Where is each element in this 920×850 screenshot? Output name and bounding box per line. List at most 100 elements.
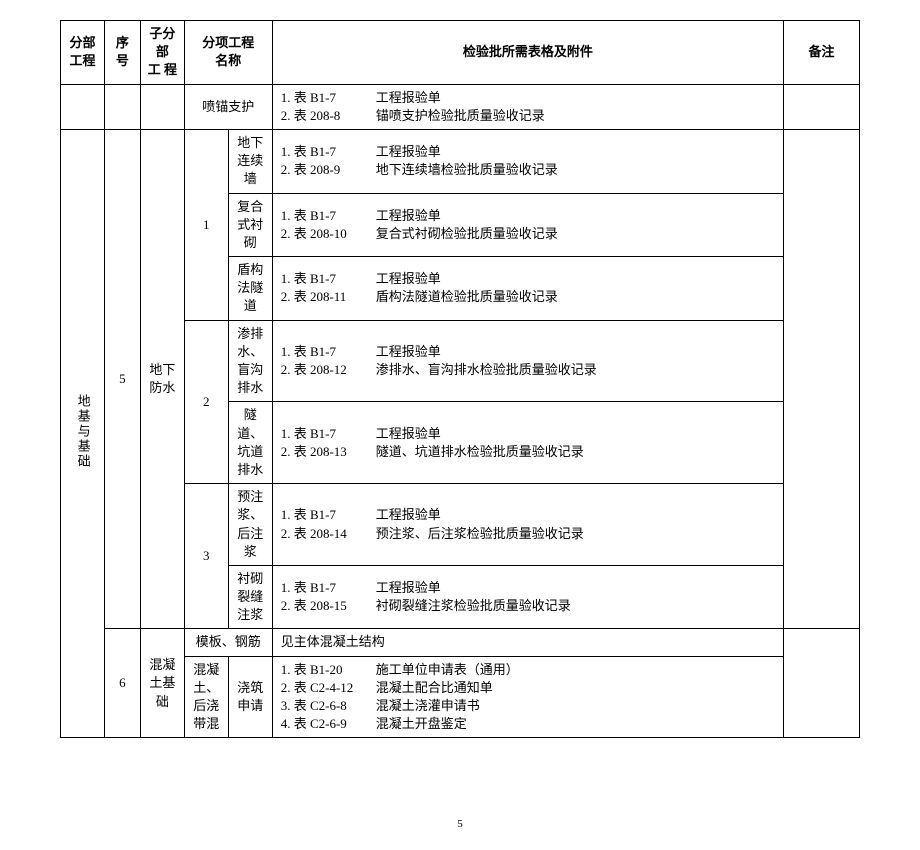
form-name: 衬砌裂缝注浆检验批质量验收记录 (376, 597, 777, 615)
form-name: 地下连续墙检验批质量验收记录 (376, 161, 777, 179)
form-name: 工程报验单 (376, 207, 777, 225)
form-name: 工程报验单 (376, 579, 777, 597)
form-name: 盾构法隧道检验批质量验收记录 (376, 288, 777, 306)
rMB-text: 见主体混凝土结构 (281, 634, 385, 649)
cell-fenxiang: 地下连续墙 (228, 129, 272, 193)
page-number-text: 5 (457, 818, 463, 830)
hdr-remark-text: 备注 (809, 44, 835, 59)
g3A-name: 预注浆、后注浆 (237, 489, 263, 559)
zfb5: 地下防水 (149, 362, 175, 395)
g1A-name: 地下连续墙 (237, 135, 263, 186)
hdr-forms: 检验批所需表格及附件 (272, 21, 783, 85)
seq5: 5 (119, 371, 126, 386)
form-name: 工程报验单 (376, 506, 777, 524)
table-row: 地基与基础 5 地下防水 1 地下连续墙 1. 表 B1-7工程报验单 2. 表… (61, 129, 860, 193)
g3-num: 3 (203, 548, 210, 563)
cell-fenbu-empty (61, 84, 105, 129)
form-name: 混凝土浇灌申请书 (376, 697, 777, 715)
cell-fenxiang: 盾构法隧道 (228, 257, 272, 321)
table-row: 6 混凝土基础 模板、钢筋 见主体混凝土结构 (61, 629, 860, 656)
form-name: 预注浆、后注浆检验批质量验收记录 (376, 525, 777, 543)
table-row: 喷锚支护 1. 表 B1-7工程报验单 2. 表 208-8锚喷支护检验批质量验… (61, 84, 860, 129)
cell-forms: 1. 表 B1-7工程报验单 2. 表 208-9地下连续墙检验批质量验收记录 (272, 129, 783, 193)
form-code: 1. 表 B1-7 (281, 143, 376, 161)
form-code: 1. 表 B1-20 (281, 661, 376, 679)
cell-fenxiang: 喷锚支护 (184, 84, 272, 129)
cell-subnum: 1 (184, 129, 228, 320)
form-name: 复合式衬砌检验批质量验收记录 (376, 225, 777, 243)
cell-forms: 1. 表 B1-7工程报验单 2. 表 208-8锚喷支护检验批质量验收记录 (272, 84, 783, 129)
form-name: 工程报验单 (376, 343, 777, 361)
cell-zifenbu: 地下防水 (140, 129, 184, 629)
form-name: 锚喷支护检验批质量验收记录 (376, 107, 777, 125)
cell-zifenbu-empty (140, 84, 184, 129)
form-name: 工程报验单 (376, 89, 777, 107)
form-code: 1. 表 B1-7 (281, 89, 376, 107)
fenbu-label: 地基与基础 (73, 394, 91, 469)
form-code: 2. 表 208-8 (281, 107, 376, 125)
g1-num: 1 (203, 217, 210, 232)
form-code: 1. 表 B1-7 (281, 207, 376, 225)
cell-forms: 1. 表 B1-7工程报验单 2. 表 208-14预注浆、后注浆检验批质量验收… (272, 484, 783, 566)
hdr-xuhao-text: 序号 (116, 35, 129, 68)
cell-remark (784, 629, 860, 738)
form-code: 4. 表 C2-6-9 (281, 715, 376, 733)
g2A-name: 渗排水、盲沟排水 (237, 326, 263, 396)
form-name: 混凝土配合比通知单 (376, 679, 777, 697)
zfb6: 混凝土基础 (149, 657, 175, 708)
cell-xuhao-empty (104, 84, 140, 129)
rHNT-name1: 混凝土、后浇带混 (193, 662, 219, 732)
form-name: 隧道、坑道排水检验批质量验收记录 (376, 443, 777, 461)
cell-forms: 见主体混凝土结构 (272, 629, 783, 656)
cell-xuhao: 6 (104, 629, 140, 738)
form-code: 2. 表 208-9 (281, 161, 376, 179)
form-code: 1. 表 B1-7 (281, 270, 376, 288)
hdr-xuhao: 序号 (104, 21, 140, 85)
form-name: 施工单位申请表（通用） (376, 661, 777, 679)
cell-fenxiang: 衬砌裂缝 注浆 (228, 565, 272, 629)
seq6: 6 (119, 675, 126, 690)
cell-forms: 1. 表 B1-7工程报验单 2. 表 208-12渗排水、盲沟排水检验批质量验… (272, 320, 783, 402)
form-name: 混凝土开盘鉴定 (376, 715, 777, 733)
form-name: 工程报验单 (376, 425, 777, 443)
inspection-table: 分部 工程 序号 子分部 工 程 分项工程 名称 检验批所需表格及附件 备注 喷… (60, 20, 860, 738)
g3B-name: 衬砌裂缝 注浆 (237, 571, 276, 622)
form-code: 2. 表 208-10 (281, 225, 376, 243)
cell-subnum: 2 (184, 320, 228, 484)
cell-fenxiang: 渗排水、盲沟排水 (228, 320, 272, 402)
cell-fenxiang: 隧道、坑道排水 (228, 402, 272, 484)
hdr-fenbu: 分部 工程 (61, 21, 105, 85)
hdr-forms-text: 检验批所需表格及附件 (463, 44, 593, 59)
cell-fenxiang-sub2: 浇筑申请 (228, 656, 272, 738)
rHNT-name2: 浇筑申请 (237, 680, 263, 713)
hdr-remark: 备注 (784, 21, 860, 85)
cell-fenxiang: 预注浆、后注浆 (228, 484, 272, 566)
hdr-fenxiang: 分项工程 名称 (184, 21, 272, 85)
hdr-zifenbu: 子分部 工 程 (140, 21, 184, 85)
g2B-name: 隧道、坑道排水 (237, 407, 263, 477)
cell-forms: 1. 表 B1-7工程报验单 2. 表 208-15衬砌裂缝注浆检验批质量验收记… (272, 565, 783, 629)
form-code: 2. 表 208-12 (281, 361, 376, 379)
form-code: 2. 表 208-13 (281, 443, 376, 461)
form-code: 2. 表 208-14 (281, 525, 376, 543)
g1B-name: 复合式衬砌 (237, 199, 263, 250)
cell-forms: 1. 表 B1-7工程报验单 2. 表 208-10复合式衬砌检验批质量验收记录 (272, 193, 783, 257)
form-code: 1. 表 B1-7 (281, 579, 376, 597)
cell-forms: 1. 表 B1-7工程报验单 2. 表 208-13隧道、坑道排水检验批质量验收… (272, 402, 783, 484)
cell-fenxiang: 模板、钢筋 (184, 629, 272, 656)
cell-xuhao: 5 (104, 129, 140, 629)
g1C-name: 盾构法隧道 (237, 262, 263, 313)
cell-remark (784, 84, 860, 129)
form-code: 2. 表 C2-4-12 (281, 679, 376, 697)
g2-num: 2 (203, 394, 210, 409)
form-name: 工程报验单 (376, 270, 777, 288)
hdr-fenbu-text: 分部 工程 (69, 35, 95, 68)
hdr-zifenbu-text: 子分部 工 程 (148, 26, 177, 77)
cell-fenbu: 地基与基础 (61, 129, 105, 737)
hdr-fenxiang-text: 分项工程 名称 (202, 35, 254, 68)
form-name: 工程报验单 (376, 143, 777, 161)
page-number: 5 (60, 818, 860, 830)
rMB-name: 模板、钢筋 (196, 634, 261, 649)
cell-fenxiang: 复合式衬砌 (228, 193, 272, 257)
form-code: 1. 表 B1-7 (281, 506, 376, 524)
